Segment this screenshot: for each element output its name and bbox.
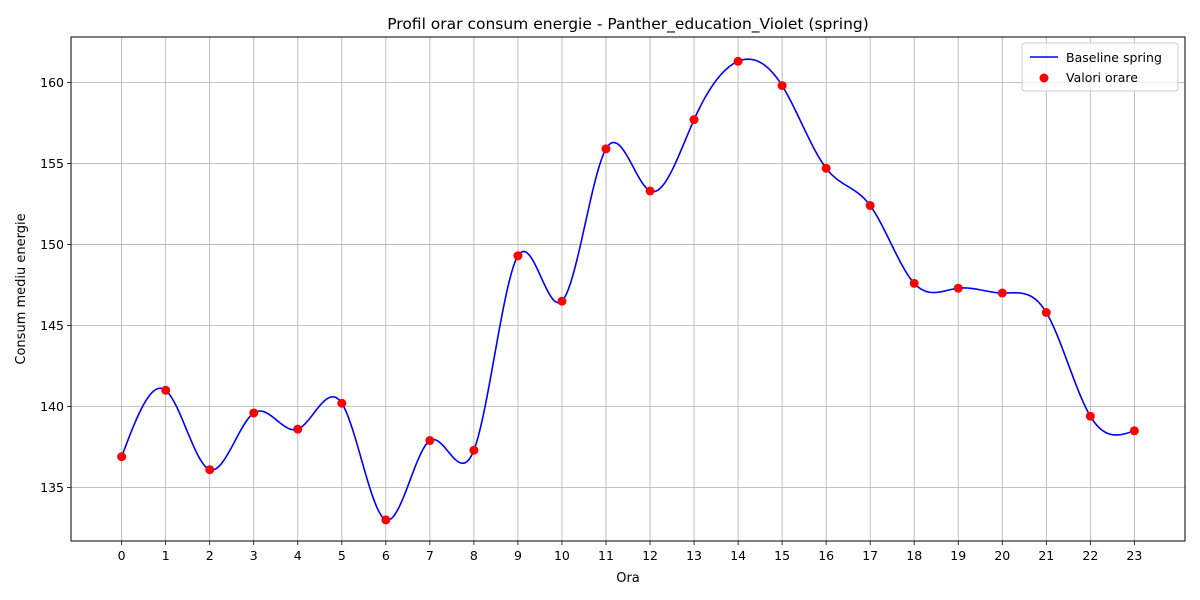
x-tick-label: 10: [554, 548, 570, 563]
chart-title: Profil orar consum energie - Panther_edu…: [387, 15, 869, 34]
x-tick-label: 5: [338, 548, 346, 563]
data-point: [909, 278, 919, 288]
x-tick-label: 23: [1126, 548, 1142, 563]
data-point: [777, 81, 787, 91]
data-point: [689, 115, 699, 125]
legend-point-swatch: [1039, 73, 1049, 83]
x-tick-label: 11: [598, 548, 614, 563]
data-point: [205, 465, 215, 475]
plot-frame: [70, 36, 1186, 542]
x-tick-label: 0: [118, 548, 126, 563]
x-tick-label: 18: [906, 548, 922, 563]
x-tick-label: 13: [686, 548, 702, 563]
y-axis-label: Consum mediu energie: [14, 213, 29, 364]
x-tick-label: 2: [206, 548, 214, 563]
data-point: [733, 56, 743, 66]
x-tick-label: 14: [730, 548, 746, 563]
data-point: [601, 144, 611, 154]
x-tick-label: 15: [774, 548, 790, 563]
legend-label-baseline: Baseline spring: [1066, 50, 1162, 65]
data-point: [513, 251, 523, 261]
data-point: [381, 515, 391, 525]
data-point: [645, 186, 655, 196]
data-point: [1085, 411, 1095, 421]
data-point: [117, 452, 127, 462]
data-point: [293, 424, 303, 434]
x-tick-label: 21: [1038, 548, 1054, 563]
data-point: [469, 445, 479, 455]
data-point: [821, 163, 831, 173]
x-tick-label: 22: [1082, 548, 1098, 563]
y-tick-label: 160: [40, 75, 64, 90]
data-point: [997, 288, 1007, 298]
x-tick-label: 20: [994, 548, 1010, 563]
points-layer: [117, 56, 1139, 525]
x-tick-label: 3: [250, 548, 258, 563]
y-tick-label: 140: [40, 399, 64, 414]
x-tick-label: 12: [642, 548, 658, 563]
data-point: [425, 436, 435, 446]
y-tick-label: 155: [40, 156, 64, 171]
y-tick-label: 135: [40, 480, 64, 495]
data-point: [1129, 426, 1139, 436]
x-tick-label: 8: [470, 548, 478, 563]
data-point: [337, 398, 347, 408]
y-tick-label: 150: [40, 237, 64, 252]
data-point: [557, 296, 567, 306]
data-point: [249, 408, 259, 418]
data-point: [1041, 307, 1051, 317]
baseline-line: [120, 58, 1135, 522]
x-tick-label: 7: [426, 548, 434, 563]
legend-box: [1021, 42, 1179, 92]
x-tick-label: 19: [950, 548, 966, 563]
x-tick-label: 1: [162, 548, 170, 563]
y-tick-label: 145: [40, 318, 64, 333]
data-point: [865, 201, 875, 211]
x-tick-label: 16: [818, 548, 834, 563]
x-tick-label: 6: [382, 548, 390, 563]
x-axis-label: Ora: [616, 571, 640, 586]
line-layer: [120, 58, 1135, 522]
data-point: [161, 385, 171, 395]
x-tick-label: 9: [514, 548, 522, 563]
ticks: 0 1 2 3 4 5 6 7 8 9 10 11 12 13 14 15 16 17 18 19 20 21 22 2313…: [40, 75, 1142, 563]
legend: Baseline spring Valori orare: [1021, 42, 1179, 92]
data-point: [953, 283, 963, 293]
x-tick-label: 17: [862, 548, 878, 563]
legend-label-valori: Valori orare: [1066, 70, 1138, 85]
x-tick-label: 4: [294, 548, 302, 563]
grid: [71, 37, 1185, 541]
